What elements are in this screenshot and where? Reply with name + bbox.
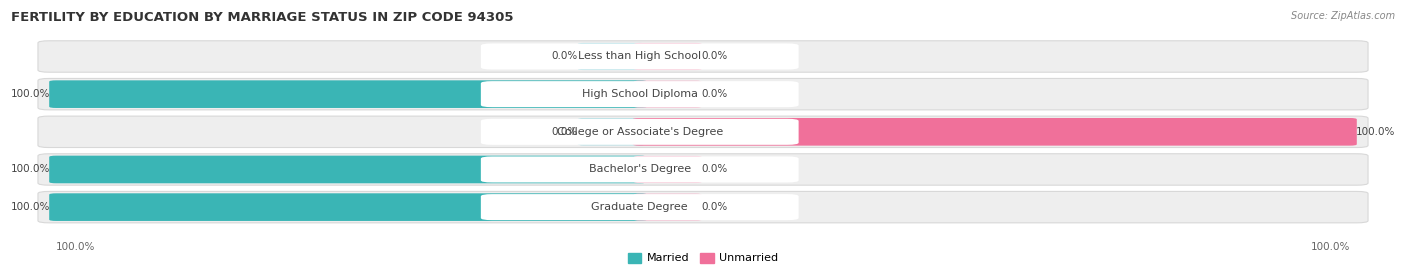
FancyBboxPatch shape [49, 80, 647, 108]
Text: 0.0%: 0.0% [702, 89, 728, 99]
Text: 100.0%: 100.0% [1310, 242, 1350, 253]
Text: 100.0%: 100.0% [11, 164, 51, 175]
Text: 100.0%: 100.0% [11, 202, 51, 212]
Legend: Married, Unmarried: Married, Unmarried [627, 253, 779, 263]
Text: College or Associate's Degree: College or Associate's Degree [557, 127, 723, 137]
Text: 0.0%: 0.0% [551, 51, 578, 62]
FancyBboxPatch shape [38, 116, 1368, 147]
Text: Less than High School: Less than High School [578, 51, 702, 62]
FancyBboxPatch shape [481, 157, 799, 182]
Text: 100.0%: 100.0% [56, 242, 96, 253]
FancyBboxPatch shape [38, 192, 1368, 223]
FancyBboxPatch shape [49, 193, 647, 221]
Text: 0.0%: 0.0% [702, 202, 728, 212]
FancyBboxPatch shape [38, 79, 1368, 110]
FancyBboxPatch shape [578, 43, 645, 70]
FancyBboxPatch shape [481, 81, 799, 107]
FancyBboxPatch shape [38, 154, 1368, 185]
FancyBboxPatch shape [633, 118, 1357, 146]
FancyBboxPatch shape [634, 156, 702, 183]
FancyBboxPatch shape [481, 44, 799, 69]
Text: Bachelor's Degree: Bachelor's Degree [589, 164, 690, 175]
Text: High School Diploma: High School Diploma [582, 89, 697, 99]
Text: Graduate Degree: Graduate Degree [592, 202, 688, 212]
Text: 100.0%: 100.0% [11, 89, 51, 99]
Text: FERTILITY BY EDUCATION BY MARRIAGE STATUS IN ZIP CODE 94305: FERTILITY BY EDUCATION BY MARRIAGE STATU… [11, 11, 513, 24]
Text: 0.0%: 0.0% [702, 164, 728, 175]
Text: 0.0%: 0.0% [551, 127, 578, 137]
FancyBboxPatch shape [634, 194, 702, 221]
Text: 0.0%: 0.0% [702, 51, 728, 62]
FancyBboxPatch shape [481, 119, 799, 145]
Text: Source: ZipAtlas.com: Source: ZipAtlas.com [1291, 11, 1395, 21]
FancyBboxPatch shape [481, 194, 799, 220]
FancyBboxPatch shape [49, 156, 647, 183]
Text: 100.0%: 100.0% [1355, 127, 1395, 137]
FancyBboxPatch shape [634, 81, 702, 108]
FancyBboxPatch shape [578, 118, 645, 145]
FancyBboxPatch shape [634, 43, 702, 70]
FancyBboxPatch shape [38, 41, 1368, 72]
